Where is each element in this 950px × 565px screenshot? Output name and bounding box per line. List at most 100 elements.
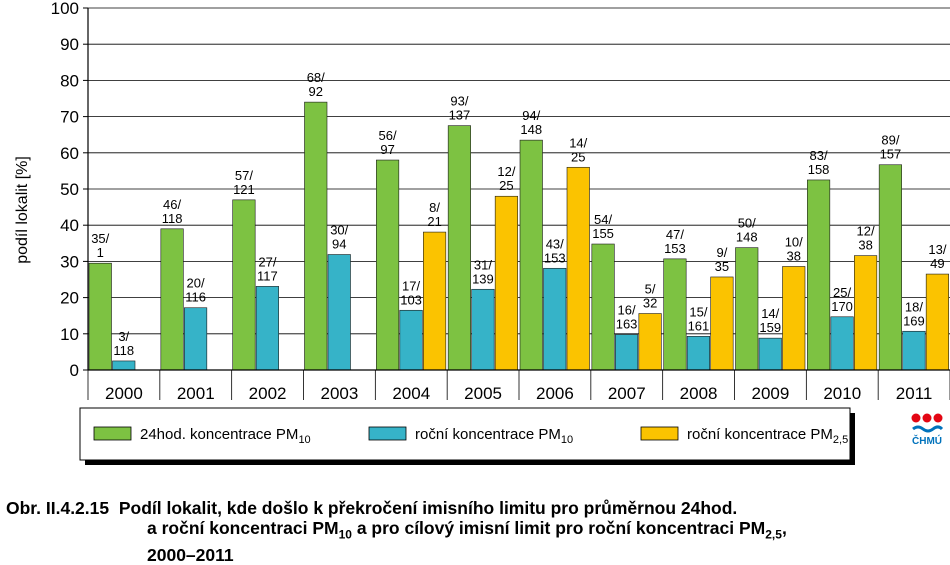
- bar-ro-n-koncentrace-pm10: [112, 360, 136, 371]
- data-label-top: 16/: [618, 303, 636, 318]
- data-label-bottom: 139: [472, 271, 494, 286]
- caption-sub2: 2,5: [765, 527, 782, 542]
- data-label-bottom: 169: [903, 313, 925, 328]
- data-label-top: 8/: [429, 200, 440, 215]
- data-label-top: 57/: [235, 168, 253, 183]
- bar-ro-n-koncentrace-pm10: [399, 309, 423, 371]
- y-tick-label: 80: [60, 71, 79, 90]
- data-label-bottom: 148: [520, 122, 542, 137]
- x-tick-label: 2003: [321, 384, 359, 403]
- data-label-top: 20/: [187, 276, 205, 291]
- data-label-bottom: 118: [162, 211, 183, 226]
- data-label-top: 68/: [307, 70, 325, 85]
- x-tick-label: 2006: [536, 384, 574, 403]
- caption-line2a: a roční koncentraci PM: [147, 518, 339, 538]
- data-label-bottom: 121: [233, 182, 255, 197]
- data-label-bottom: 118: [113, 343, 134, 358]
- data-label-top: 25/: [833, 285, 851, 300]
- bar-ro-n-koncentrace-pm2-5: [925, 273, 949, 371]
- data-label-top: 83/: [810, 148, 828, 163]
- legend-label: roční koncentrace PM2,5: [687, 426, 848, 446]
- legend-frame: [79, 407, 851, 461]
- legend-label: 24hod. koncentrace PM10: [140, 426, 311, 446]
- data-label-bottom: 148: [736, 230, 758, 245]
- x-tick-label: 2005: [464, 384, 502, 403]
- data-label-top: 47/: [666, 227, 684, 242]
- data-label-bottom: 155: [592, 226, 614, 241]
- bar-24hod-koncentrace-pm10: [376, 159, 400, 371]
- x-tick-label: 2007: [608, 384, 646, 403]
- data-label-bottom: 163: [616, 317, 638, 332]
- bar-ro-n-koncentrace-pm10: [255, 286, 279, 371]
- logo-text: ČHMÚ: [912, 434, 942, 447]
- data-label-bottom: 38: [787, 248, 801, 263]
- data-label-top: 94/: [522, 108, 540, 123]
- data-label-top: 35/: [91, 231, 109, 246]
- bar-ro-n-koncentrace-pm2-5: [423, 231, 447, 371]
- bar-ro-n-koncentrace-pm2-5: [854, 255, 878, 371]
- bar-ro-n-koncentrace-pm10: [830, 316, 854, 371]
- bar-ro-n-koncentrace-pm10: [543, 267, 567, 371]
- bar-ro-n-koncentrace-pm10: [686, 336, 710, 371]
- caption-line1: Podíl lokalit, kde došlo k překročení im…: [118, 498, 738, 518]
- bar-chart: 35/1 46/118 57/121 68/92 56/97 93/137 94/148 54…: [14, 0, 950, 465]
- bar-ro-n-koncentrace-pm10: [471, 288, 495, 371]
- y-axis-label: podíl lokalit [%]: [14, 156, 31, 264]
- legend-swatch: [368, 426, 407, 441]
- data-label-top: 18/: [905, 299, 923, 314]
- gridlines: [88, 7, 950, 335]
- x-tick-label: 2000: [105, 384, 143, 403]
- bar-ro-n-koncentrace-pm2-5: [710, 276, 734, 371]
- bar-24hod-koncentrace-pm10: [878, 164, 902, 371]
- x-tick-label: 2002: [249, 384, 287, 403]
- bar-24hod-koncentrace-pm10: [591, 243, 615, 371]
- x-tick-label: 2011: [896, 384, 933, 403]
- data-label-bottom: 137: [449, 108, 471, 123]
- bar-24hod-koncentrace-pm10: [232, 199, 256, 371]
- legend-swatch: [93, 426, 132, 441]
- bar-ro-n-koncentrace-pm2-5: [566, 166, 590, 371]
- data-label-top: 93/: [450, 94, 468, 109]
- data-label-bottom: 94: [332, 237, 346, 252]
- y-tick-label: 100: [51, 0, 79, 18]
- data-label-top: 50/: [738, 216, 756, 231]
- data-label-top: 3/: [118, 329, 129, 344]
- data-label-bottom: 38: [858, 238, 872, 253]
- legend: 24hod. koncentrace PM10 roční koncentrace…: [79, 407, 855, 465]
- data-label-bottom: 170: [831, 299, 853, 314]
- data-label-top: 43/: [546, 236, 564, 251]
- y-tick-label: 60: [60, 144, 79, 163]
- data-label-top: 30/: [330, 223, 348, 238]
- y-tick-label: 20: [60, 289, 79, 308]
- data-label-bottom: 159: [759, 320, 781, 335]
- bar-24hod-koncentrace-pm10: [807, 179, 831, 371]
- x-tick-label: 2001: [177, 384, 215, 403]
- y-tick-label: 90: [60, 35, 79, 54]
- y-tick-label: 30: [60, 252, 79, 271]
- data-label-top: 12/: [857, 224, 875, 239]
- data-label-bottom: 117: [257, 268, 278, 283]
- bar-24hod-koncentrace-pm10: [304, 101, 328, 371]
- data-label-top: 46/: [163, 197, 181, 212]
- bar-24hod-koncentrace-pm10: [519, 139, 543, 371]
- caption-line2b: a pro cílový imisní limit pro roční konc…: [351, 518, 766, 538]
- data-label-top: 56/: [379, 128, 397, 143]
- bar-ro-n-koncentrace-pm10: [327, 254, 351, 371]
- data-label-top: 9/: [716, 245, 727, 260]
- data-label-top: 27/: [258, 254, 276, 269]
- data-label-bottom: 157: [880, 147, 902, 162]
- data-label-top: 12/: [497, 164, 515, 179]
- legend-label: roční koncentrace PM10: [415, 426, 573, 446]
- data-label-bottom: 92: [309, 84, 323, 99]
- bar-ro-n-koncentrace-pm2-5: [638, 313, 662, 371]
- bar-ro-n-koncentrace-pm2-5: [494, 195, 518, 371]
- y-tick-label: 10: [60, 325, 79, 344]
- data-label-bottom: 116: [185, 290, 206, 305]
- x-tick-label: 2010: [823, 384, 861, 403]
- x-tick-label: 2008: [680, 384, 718, 403]
- data-label-top: 10/: [785, 234, 803, 249]
- data-label-bottom: 158: [808, 162, 830, 177]
- data-label-bottom: 35: [715, 259, 729, 274]
- bar-ro-n-koncentrace-pm10: [758, 337, 782, 371]
- data-label-top: 5/: [645, 282, 656, 297]
